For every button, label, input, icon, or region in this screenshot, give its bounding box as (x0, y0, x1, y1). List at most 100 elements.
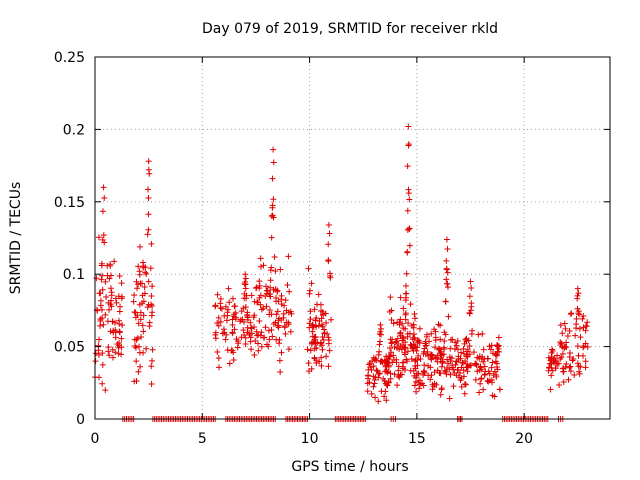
data-point (267, 284, 274, 291)
data-point (433, 354, 440, 361)
data-point (493, 342, 500, 349)
data-point (401, 345, 408, 352)
data-point (372, 394, 379, 401)
data-point (437, 348, 444, 355)
data-point (566, 364, 573, 371)
data-point (99, 272, 106, 279)
data-point (413, 388, 420, 395)
data-point (438, 363, 445, 370)
data-point (287, 328, 294, 335)
data-point (479, 330, 486, 337)
data-point (238, 334, 245, 341)
data-point (404, 163, 411, 170)
data-point (444, 269, 451, 276)
data-point (584, 319, 591, 326)
data-point (217, 304, 224, 311)
data-point (391, 343, 398, 350)
y-tick-label: 0 (76, 412, 85, 428)
data-point (449, 364, 456, 371)
data-point (397, 329, 404, 336)
data-point (282, 330, 289, 337)
data-point (376, 338, 383, 345)
data-point (400, 305, 407, 312)
data-point (116, 272, 123, 279)
y-tick-label: 0.25 (54, 50, 85, 66)
data-point (457, 349, 464, 356)
data-point (242, 271, 249, 278)
data-point (478, 375, 485, 382)
data-point (431, 380, 438, 387)
data-point (472, 376, 479, 383)
data-point (137, 243, 144, 250)
data-point (247, 319, 254, 326)
data-point (428, 351, 435, 358)
data-point (480, 358, 487, 365)
data-point (468, 285, 475, 292)
data-point (247, 334, 254, 341)
data-point (572, 332, 579, 339)
data-point (407, 301, 414, 308)
data-point (574, 360, 581, 367)
data-point (285, 319, 292, 326)
data-point (437, 336, 444, 343)
y-tick-label: 0.2 (63, 122, 85, 138)
data-point (277, 368, 284, 375)
data-point (451, 346, 458, 353)
data-point (311, 333, 318, 340)
data-point (449, 336, 456, 343)
data-point (242, 340, 249, 347)
data-point (547, 386, 554, 393)
data-point (371, 380, 378, 387)
data-point (405, 320, 412, 327)
data-point (420, 368, 427, 375)
data-point (567, 363, 574, 370)
data-point (491, 393, 498, 400)
data-point (466, 293, 473, 300)
data-point (105, 344, 112, 351)
data-point (394, 335, 401, 342)
data-point (223, 317, 230, 324)
data-point (461, 380, 468, 387)
data-point (287, 308, 294, 315)
data-point (397, 294, 404, 301)
data-point (240, 319, 247, 326)
data-point (468, 331, 475, 338)
data-point (306, 287, 313, 294)
data-point (495, 334, 502, 341)
data-point (242, 275, 249, 282)
data-point (99, 208, 106, 215)
x-axis-title: GPS time / hours (291, 459, 408, 475)
data-point (367, 360, 374, 367)
data-point (103, 294, 110, 301)
data-point (442, 298, 449, 305)
data-point (118, 335, 125, 342)
data-point (453, 342, 460, 349)
data-point (148, 240, 155, 247)
data-point (452, 361, 459, 368)
data-point (231, 326, 238, 333)
data-point (394, 345, 401, 352)
data-point (481, 355, 488, 362)
data-point (134, 285, 141, 292)
data-point (424, 348, 431, 355)
data-point (383, 397, 390, 404)
data-point (574, 285, 581, 292)
data-point (412, 365, 419, 372)
data-point (319, 334, 326, 341)
data-point (458, 383, 465, 390)
data-point (464, 368, 471, 375)
data-point (145, 211, 152, 218)
data-point (240, 305, 247, 312)
data-point (231, 303, 238, 310)
data-point (323, 353, 330, 360)
data-point (251, 298, 258, 305)
data-point (492, 351, 499, 358)
data-point (422, 342, 429, 349)
data-point (319, 323, 326, 330)
data-point (574, 343, 581, 350)
data-point (488, 379, 495, 386)
data-point (254, 340, 261, 347)
data-point (556, 381, 563, 388)
data-point (317, 301, 324, 308)
data-point (133, 358, 140, 365)
